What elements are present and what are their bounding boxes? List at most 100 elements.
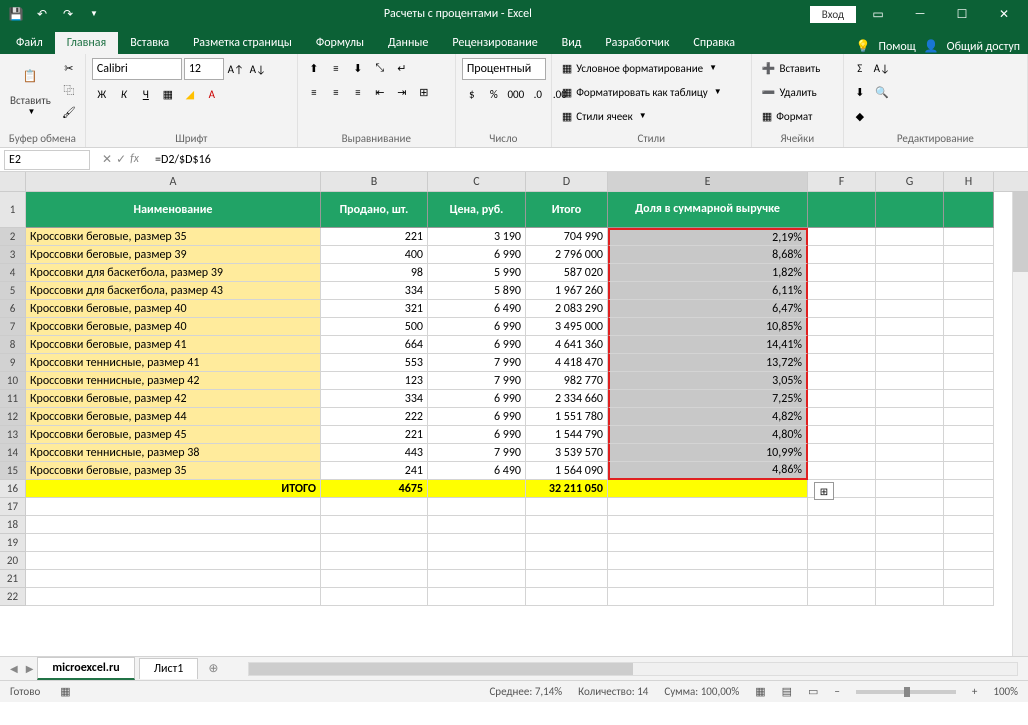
cell[interactable] bbox=[808, 516, 876, 534]
col-header-F[interactable]: F bbox=[808, 172, 876, 191]
cell[interactable]: 4675 bbox=[321, 480, 428, 498]
cell[interactable]: Итого bbox=[526, 192, 608, 228]
cut-icon[interactable]: ✂ bbox=[59, 58, 79, 78]
cell[interactable]: 4 641 360 bbox=[526, 336, 608, 354]
cell[interactable] bbox=[944, 444, 994, 462]
align-right-icon[interactable]: ≡ bbox=[348, 82, 368, 102]
cell[interactable] bbox=[876, 570, 944, 588]
font-color-icon[interactable]: A bbox=[202, 84, 222, 104]
cell[interactable] bbox=[944, 408, 994, 426]
vertical-scrollbar[interactable] bbox=[1012, 192, 1028, 656]
tab-review[interactable]: Рецензирование bbox=[440, 32, 549, 54]
cell[interactable] bbox=[944, 372, 994, 390]
decrease-font-icon[interactable]: A↓ bbox=[248, 59, 268, 79]
new-sheet-icon[interactable]: ⊕ bbox=[198, 661, 228, 676]
tab-developer[interactable]: Разработчик bbox=[593, 32, 681, 54]
cell[interactable] bbox=[808, 552, 876, 570]
cell[interactable] bbox=[526, 588, 608, 606]
cell[interactable] bbox=[876, 498, 944, 516]
cell[interactable]: 222 bbox=[321, 408, 428, 426]
cell[interactable] bbox=[876, 246, 944, 264]
cell[interactable]: Кроссовки для баскетбола, размер 43 bbox=[26, 282, 321, 300]
zoom-level[interactable]: 100% bbox=[993, 685, 1018, 698]
cell[interactable]: 32 211 050 bbox=[526, 480, 608, 498]
cell[interactable]: 6 490 bbox=[428, 300, 526, 318]
cell[interactable] bbox=[428, 570, 526, 588]
cell[interactable] bbox=[876, 426, 944, 444]
cell[interactable] bbox=[876, 516, 944, 534]
cell[interactable] bbox=[876, 318, 944, 336]
cell[interactable]: 321 bbox=[321, 300, 428, 318]
cell[interactable] bbox=[808, 426, 876, 444]
cell[interactable] bbox=[944, 228, 994, 246]
cell[interactable]: Продано, шт. bbox=[321, 192, 428, 228]
cell[interactable]: Кроссовки для баскетбола, размер 39 bbox=[26, 264, 321, 282]
save-icon[interactable]: 💾 bbox=[4, 3, 28, 25]
cells-area[interactable]: НаименованиеПродано, шт.Цена, руб.ИтогоД… bbox=[26, 192, 994, 606]
tab-insert[interactable]: Вставка bbox=[118, 32, 181, 54]
cell[interactable] bbox=[808, 570, 876, 588]
cell[interactable]: Кроссовки беговые, размер 35 bbox=[26, 462, 321, 480]
row-header-4[interactable]: 4 bbox=[0, 264, 26, 282]
cell[interactable] bbox=[944, 246, 994, 264]
cell[interactable] bbox=[26, 498, 321, 516]
align-bottom-icon[interactable]: ⬇ bbox=[348, 58, 368, 78]
row-header-3[interactable]: 3 bbox=[0, 246, 26, 264]
cell[interactable] bbox=[808, 354, 876, 372]
cell[interactable]: 553 bbox=[321, 354, 428, 372]
delete-cells-button[interactable]: ➖Удалить bbox=[758, 82, 821, 102]
cell[interactable]: 14,41% bbox=[608, 336, 808, 354]
cell-styles-button[interactable]: ▦Стили ячеек▼ bbox=[558, 106, 651, 126]
col-header-A[interactable]: A bbox=[26, 172, 321, 191]
cell[interactable]: 4,80% bbox=[608, 426, 808, 444]
cell[interactable] bbox=[608, 498, 808, 516]
cell[interactable]: 8,68% bbox=[608, 246, 808, 264]
cell[interactable]: 3 539 570 bbox=[526, 444, 608, 462]
cell[interactable]: 241 bbox=[321, 462, 428, 480]
cell[interactable]: 4 418 470 bbox=[526, 354, 608, 372]
orientation-icon[interactable]: ⤡ bbox=[370, 58, 390, 78]
fx-icon[interactable]: fx bbox=[130, 152, 139, 167]
row-header-10[interactable]: 10 bbox=[0, 372, 26, 390]
cell[interactable] bbox=[608, 516, 808, 534]
cell[interactable]: Доля в суммарной выручке bbox=[608, 192, 808, 228]
row-header-15[interactable]: 15 bbox=[0, 462, 26, 480]
cell[interactable]: 1 564 090 bbox=[526, 462, 608, 480]
view-normal-icon[interactable]: ▦ bbox=[755, 685, 765, 698]
cell[interactable] bbox=[944, 516, 994, 534]
cell[interactable] bbox=[944, 300, 994, 318]
cell[interactable] bbox=[876, 300, 944, 318]
cell[interactable] bbox=[808, 498, 876, 516]
zoom-slider[interactable] bbox=[856, 690, 956, 694]
cell[interactable]: 123 bbox=[321, 372, 428, 390]
format-as-table-button[interactable]: ▦Форматировать как таблицу▼ bbox=[558, 82, 726, 102]
merge-icon[interactable]: ⊞ bbox=[414, 82, 434, 102]
cell[interactable]: 6 990 bbox=[428, 336, 526, 354]
vscroll-thumb[interactable] bbox=[1013, 192, 1028, 272]
cell[interactable]: 13,72% bbox=[608, 354, 808, 372]
tell-me-label[interactable]: Помощ bbox=[879, 40, 916, 54]
name-box[interactable]: E2 bbox=[4, 150, 90, 170]
cell[interactable] bbox=[321, 498, 428, 516]
cell[interactable] bbox=[808, 318, 876, 336]
cell[interactable] bbox=[944, 588, 994, 606]
minimize-icon[interactable]: — bbox=[900, 0, 940, 28]
tab-home[interactable]: Главная bbox=[55, 32, 118, 54]
cell[interactable] bbox=[876, 336, 944, 354]
cell[interactable] bbox=[26, 516, 321, 534]
fill-icon[interactable]: ⬇ bbox=[850, 82, 870, 102]
row-header-20[interactable]: 20 bbox=[0, 552, 26, 570]
cell[interactable] bbox=[808, 336, 876, 354]
cell[interactable] bbox=[428, 588, 526, 606]
cell[interactable]: Кроссовки теннисные, размер 42 bbox=[26, 372, 321, 390]
cell[interactable] bbox=[944, 498, 994, 516]
comma-icon[interactable]: 000 bbox=[506, 84, 526, 104]
fill-color-icon[interactable]: ◢ bbox=[180, 84, 200, 104]
paste-button[interactable]: 📋 Вставить ▼ bbox=[6, 58, 55, 119]
cell[interactable]: 221 bbox=[321, 426, 428, 444]
cell[interactable] bbox=[808, 300, 876, 318]
cell[interactable] bbox=[526, 534, 608, 552]
cell[interactable]: 6 990 bbox=[428, 426, 526, 444]
cell[interactable] bbox=[808, 264, 876, 282]
qat-customize-icon[interactable]: ▼ bbox=[82, 3, 106, 25]
